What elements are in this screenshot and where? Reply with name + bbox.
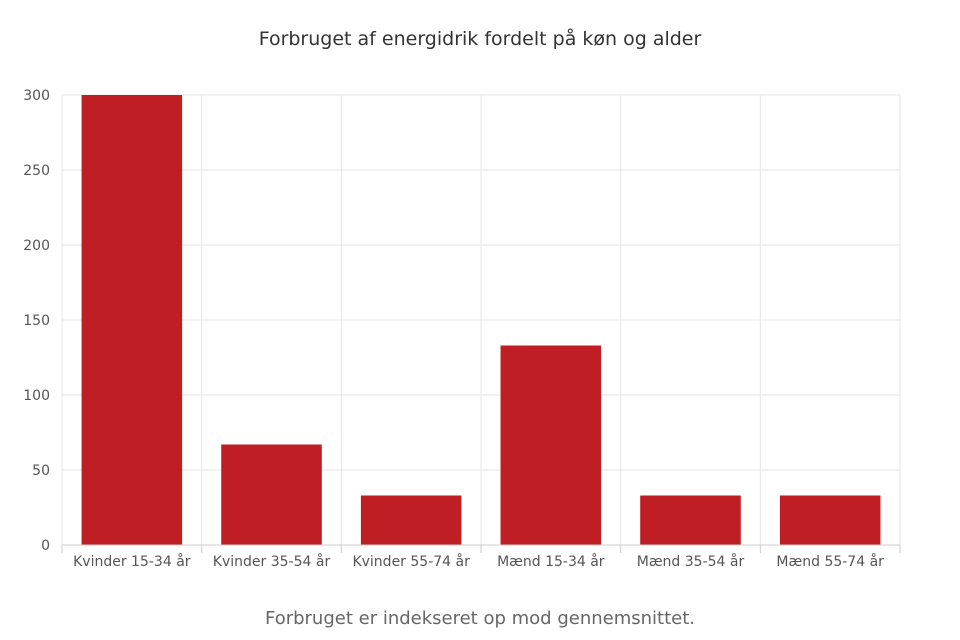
y-tick-label: 50 xyxy=(32,463,50,479)
bar xyxy=(640,495,741,545)
bar xyxy=(221,444,322,545)
x-tick-label: Mænd 15-34 år xyxy=(497,553,605,570)
grid-lines xyxy=(61,94,901,545)
y-tick-label: 100 xyxy=(23,388,50,404)
y-tick-label: 300 xyxy=(23,88,50,104)
bar xyxy=(81,95,183,545)
bar xyxy=(779,495,881,545)
x-tick-label: Kvinder 55-74 år xyxy=(352,553,470,570)
y-tick-label: 200 xyxy=(23,238,50,254)
axes xyxy=(61,544,901,553)
y-tick-label: 0 xyxy=(41,538,50,554)
bar xyxy=(360,495,462,545)
chart-caption: Forbruget er indekseret op mod gennemsni… xyxy=(264,608,695,629)
x-tick-label: Kvinder 15-34 år xyxy=(73,553,191,570)
y-tick-label: 150 xyxy=(23,313,50,329)
x-tick-label: Kvinder 35-54 år xyxy=(213,553,331,570)
y-tick-label: 250 xyxy=(23,163,50,179)
chart-title: Forbruget af energidrik fordelt på køn o… xyxy=(258,28,702,50)
x-tick-label: Mænd 35-54 år xyxy=(637,553,745,570)
tick-labels: 0 50 100 150 200 250 300 Kvinder 15-34 år Kvinde… xyxy=(23,88,884,570)
bars xyxy=(81,95,881,545)
bar xyxy=(500,345,602,545)
x-tick-label: Mænd 55-74 år xyxy=(776,553,884,570)
